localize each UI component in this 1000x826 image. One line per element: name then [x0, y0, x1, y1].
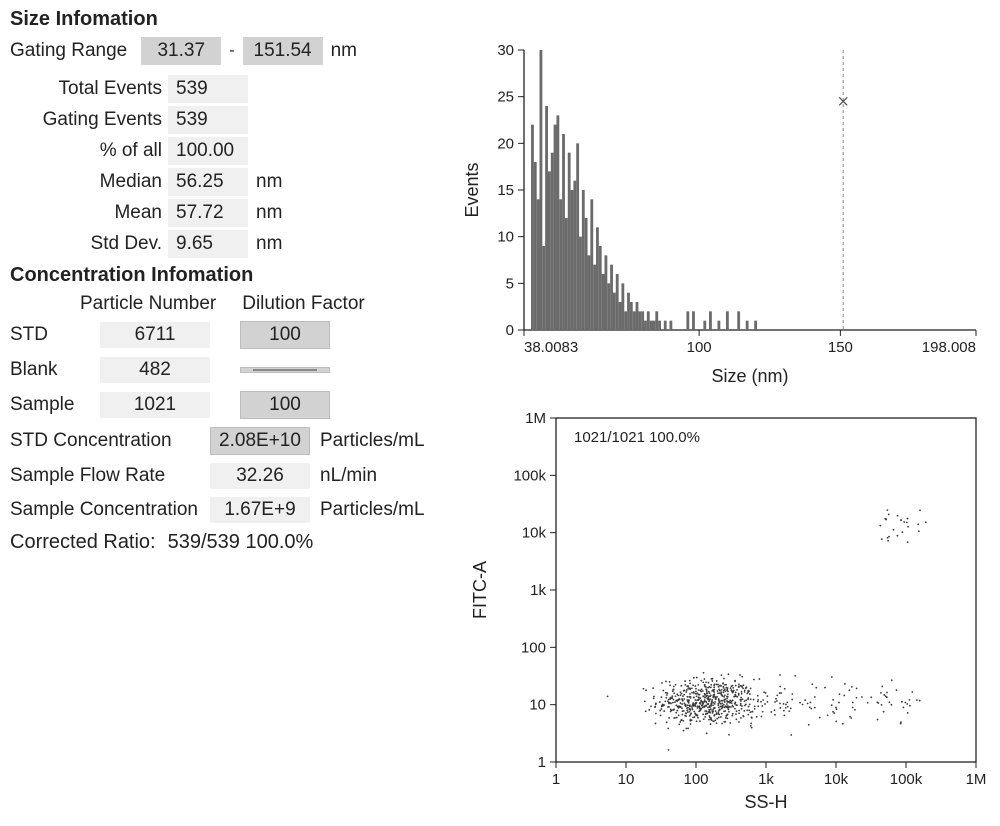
scatter-log-chart: 1 10 100 1k 10k 100k 1M 1 10 100 1k 10k 100k 1M 1021/1… [460, 408, 990, 818]
std-concentration-value[interactable]: 2.08E+10 [210, 427, 310, 455]
svg-text:1: 1 [552, 771, 560, 788]
pct-of-all-label: % of all [18, 140, 168, 162]
total-events-label: Total Events [18, 78, 168, 100]
std-concentration-label: STD Concentration [10, 430, 210, 452]
svg-text:100k: 100k [890, 771, 923, 788]
std-row-label: STD [10, 324, 100, 346]
gating-max-input[interactable]: 151.54 [243, 37, 323, 65]
std-dev-label: Std Dev. [18, 233, 168, 255]
svg-text:SS-H: SS-H [744, 792, 787, 812]
std-dilution-factor[interactable]: 100 [240, 321, 330, 349]
svg-text:198.008: 198.008 [922, 339, 976, 356]
svg-text:1021/1021 100.0%: 1021/1021 100.0% [574, 429, 700, 446]
blank-particle-number: 482 [100, 357, 210, 383]
svg-text:150: 150 [828, 339, 853, 356]
svg-text:Events: Events [462, 162, 482, 217]
svg-text:100: 100 [521, 639, 546, 656]
svg-text:25: 25 [497, 89, 514, 106]
svg-text:20: 20 [497, 135, 514, 152]
gating-min-input[interactable]: 31.37 [141, 37, 221, 65]
svg-text:1M: 1M [966, 771, 987, 788]
svg-text:100k: 100k [513, 467, 546, 484]
corrected-ratio-value: 539/539 100.0% [168, 531, 314, 554]
sample-flow-rate-label: Sample Flow Rate [10, 465, 210, 487]
col-particle-number: Particle Number [80, 293, 216, 315]
sample-dilution-factor[interactable]: 100 [240, 391, 330, 419]
svg-text:1: 1 [538, 754, 546, 771]
svg-text:1k: 1k [530, 582, 546, 599]
median-unit: nm [256, 171, 282, 193]
sample-concentration-value: 1.67E+9 [210, 497, 310, 523]
svg-text:30: 30 [497, 42, 514, 59]
svg-text:10k: 10k [824, 771, 849, 788]
svg-text:10: 10 [529, 697, 546, 714]
gating-events-label: Gating Events [18, 109, 168, 131]
gating-range-label: Gating Range [10, 40, 133, 62]
std-dev-value: 9.65 [168, 230, 248, 258]
median-label: Median [18, 171, 168, 193]
size-histogram-chart: 0 5 10 15 20 25 30 38.0083 100 150 198.008 Size (nm… [460, 40, 990, 400]
svg-text:10: 10 [497, 229, 514, 246]
sample-row-label: Sample [10, 394, 100, 416]
mean-value: 57.72 [168, 199, 248, 227]
sample-concentration-label: Sample Concentration [10, 499, 210, 521]
mean-label: Mean [18, 202, 168, 224]
pct-of-all-value: 100.00 [168, 137, 248, 165]
total-events-value: 539 [168, 75, 248, 103]
svg-text:38.0083: 38.0083 [524, 339, 578, 356]
size-info-title: Size Infomation [10, 8, 460, 31]
blank-dilution-factor [240, 367, 330, 373]
mean-unit: nm [256, 202, 282, 224]
svg-text:10k: 10k [522, 525, 547, 542]
svg-text:1M: 1M [525, 410, 546, 427]
gating-unit: nm [331, 40, 357, 62]
blank-row-label: Blank [10, 359, 100, 381]
svg-text:10: 10 [618, 771, 635, 788]
col-dilution-factor: Dilution Factor [242, 293, 365, 315]
svg-text:15: 15 [497, 182, 514, 199]
corrected-ratio-label: Corrected Ratio: [10, 531, 156, 554]
svg-text:0: 0 [506, 322, 514, 339]
std-particle-number: 6711 [100, 322, 210, 348]
svg-text:1k: 1k [758, 771, 774, 788]
svg-text:Size (nm): Size (nm) [711, 366, 788, 386]
svg-text:5: 5 [506, 275, 514, 292]
sample-particle-number: 1021 [100, 392, 210, 418]
svg-text:FITC-A: FITC-A [470, 561, 490, 619]
gating-events-value: 539 [168, 106, 248, 134]
std-concentration-unit: Particles/mL [320, 430, 425, 452]
std-dev-unit: nm [256, 233, 282, 255]
sample-flow-rate-value: 32.26 [210, 463, 310, 489]
sample-concentration-unit: Particles/mL [320, 499, 425, 521]
median-value: 56.25 [168, 168, 248, 196]
sample-flow-rate-unit: nL/min [320, 465, 377, 487]
conc-info-title: Concentration Infomation [10, 264, 460, 287]
svg-text:100: 100 [683, 771, 708, 788]
gating-dash: - [229, 42, 234, 60]
svg-text:100: 100 [687, 339, 712, 356]
